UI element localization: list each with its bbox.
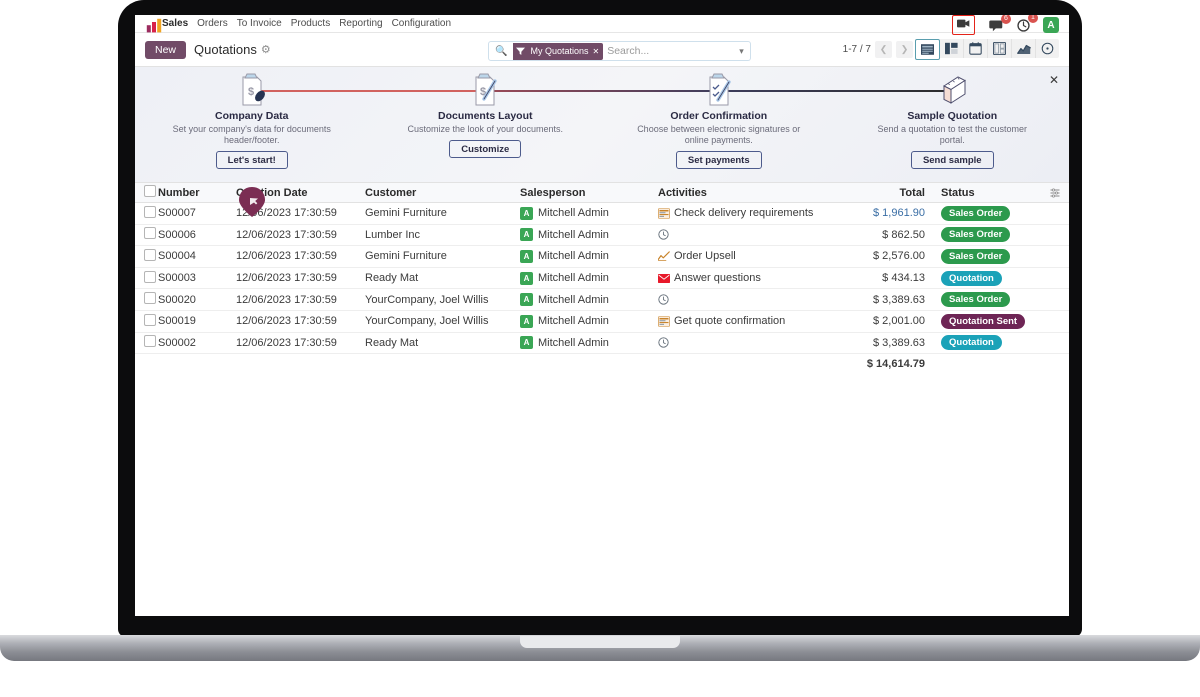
svg-text:$: $ (248, 86, 254, 98)
